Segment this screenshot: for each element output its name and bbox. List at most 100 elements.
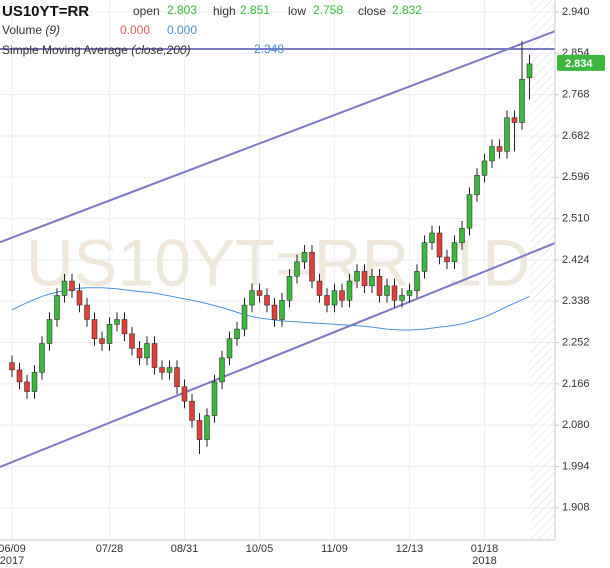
plot [0, 30, 556, 468]
sma-label: Simple Moving Average (close,200) [2, 43, 191, 57]
candle-body [249, 290, 255, 306]
x-tick-label: 08/31 [171, 543, 199, 555]
sma-params: (close,200) [131, 43, 190, 57]
candle-body [376, 275, 383, 296]
candle-body [526, 63, 533, 79]
candle-body [61, 280, 68, 296]
candle-body [204, 415, 210, 440]
candle-body [24, 381, 30, 392]
candle-body [166, 367, 173, 373]
candle-body [429, 232, 435, 243]
future-area [530, 0, 555, 540]
candle-body [436, 232, 443, 258]
volume-label: Volume (9) [2, 23, 60, 37]
y-tick-label: 2.166 [562, 378, 590, 390]
candle-body [489, 146, 495, 162]
x-tick-label: 12/13 [396, 543, 424, 555]
y-tick-label: 2.682 [562, 130, 590, 142]
symbol: US10YT=RR [2, 3, 89, 20]
candle-body [136, 348, 143, 359]
candle-body [234, 328, 240, 339]
candle-body [361, 271, 368, 287]
y-tick-label: 1.994 [562, 460, 590, 472]
candle-body [279, 300, 285, 320]
candle-body [16, 369, 23, 383]
low-value: 2.758 [313, 3, 343, 17]
x-year-label: 2018 [472, 555, 496, 567]
y-tick-label: 2.424 [562, 254, 590, 266]
candle-body [39, 343, 45, 373]
candle-body [211, 381, 218, 416]
candle-body [76, 290, 83, 306]
y-tick-label: 1.908 [562, 502, 590, 514]
candle-body [151, 343, 158, 368]
volume-value: 0.000 [167, 23, 197, 37]
candle-body [294, 261, 300, 277]
sma-name: Simple Moving Average [2, 43, 128, 57]
candle-body [384, 285, 390, 296]
candle-body [69, 280, 75, 291]
y-tick-label: 2.338 [562, 295, 590, 307]
trend-line [0, 30, 556, 244]
high-value: 2.851 [240, 3, 270, 17]
y-tick-label: 2.252 [562, 336, 590, 348]
candle-body [316, 280, 323, 296]
y-tick-label: 2.510 [562, 213, 590, 225]
volume-params: (9) [45, 23, 60, 37]
candle-body [46, 319, 53, 344]
candle-body [196, 420, 203, 440]
y-tick-label: 2.596 [562, 171, 590, 183]
y-tick-label: 2.940 [562, 6, 590, 18]
candle-body [9, 362, 15, 371]
last-price-label: 2.834 [565, 58, 593, 70]
candle-body [106, 324, 113, 344]
candle-body [189, 400, 195, 421]
close-label: close [358, 4, 386, 18]
candle-body [226, 338, 233, 359]
candle-body [414, 271, 420, 291]
volume-name: Volume [2, 23, 42, 37]
candle-body [219, 357, 225, 383]
candle-body [91, 319, 98, 339]
candle-body [309, 251, 315, 282]
high-label: high [213, 4, 236, 18]
candle-body [391, 285, 398, 301]
candle-body [286, 275, 293, 301]
candle-body [324, 295, 330, 306]
candle-body [144, 343, 150, 359]
candle-body [459, 227, 465, 243]
candle-body [406, 290, 413, 296]
candle-body [264, 295, 270, 306]
candle-body [474, 175, 480, 195]
candle-body [354, 271, 360, 282]
open-label: open [133, 4, 160, 18]
trend-line [0, 242, 556, 468]
candle-body [369, 275, 375, 287]
candle-body [481, 160, 488, 176]
candle-body [504, 117, 510, 152]
candle-body [346, 280, 353, 301]
candle-body [174, 367, 180, 387]
low-label: low [288, 4, 306, 18]
open-value: 2.803 [167, 3, 197, 17]
sma-value: 2.348 [254, 42, 284, 56]
last-price-box [557, 54, 605, 71]
candle-body [466, 194, 473, 229]
x-tick-label: 10/05 [246, 543, 274, 555]
candle-body [241, 304, 248, 330]
candle-body [129, 333, 135, 349]
candle-body [511, 117, 518, 123]
candle-body [451, 242, 458, 263]
candle-body [421, 242, 428, 272]
grid [0, 0, 555, 540]
candle-body [159, 367, 165, 373]
volume-value: 0.000 [120, 23, 150, 37]
candle-body [444, 256, 450, 263]
x-year-label: 2017 [0, 555, 24, 567]
x-tick-label: 06/09 [0, 543, 26, 555]
x-tick-label: 01/18 [471, 543, 499, 555]
candle-body [121, 319, 128, 335]
sma-line [11, 287, 530, 331]
y-tick-label: 2.768 [562, 89, 590, 101]
